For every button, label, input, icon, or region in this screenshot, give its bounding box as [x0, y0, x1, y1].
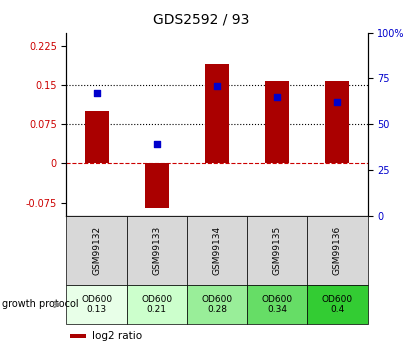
FancyBboxPatch shape [127, 216, 187, 285]
Text: growth protocol: growth protocol [2, 299, 79, 309]
Text: OD600
0.13: OD600 0.13 [81, 295, 112, 314]
FancyBboxPatch shape [307, 216, 368, 285]
Bar [205, 64, 229, 164]
Text: GSM99133: GSM99133 [152, 226, 161, 275]
Bar [265, 81, 289, 164]
Text: GDS2592 / 93: GDS2592 / 93 [153, 12, 250, 26]
FancyBboxPatch shape [127, 285, 187, 324]
Text: GSM99132: GSM99132 [92, 226, 101, 275]
Text: log2 ratio: log2 ratio [92, 331, 142, 341]
Text: OD600
0.34: OD600 0.34 [262, 295, 293, 314]
Text: GSM99134: GSM99134 [212, 226, 222, 275]
Point [334, 99, 341, 105]
FancyBboxPatch shape [247, 216, 307, 285]
Bar [85, 111, 109, 164]
Point [214, 83, 220, 89]
Point [93, 90, 100, 96]
Text: OD600
0.21: OD600 0.21 [141, 295, 172, 314]
Text: GSM99135: GSM99135 [273, 226, 282, 275]
Bar [325, 81, 349, 164]
Point [274, 94, 280, 99]
FancyBboxPatch shape [66, 285, 127, 324]
Text: GSM99136: GSM99136 [333, 226, 342, 275]
FancyBboxPatch shape [247, 285, 307, 324]
Text: OD600
0.4: OD600 0.4 [322, 295, 353, 314]
FancyBboxPatch shape [187, 285, 247, 324]
Bar [69, 334, 86, 338]
FancyBboxPatch shape [187, 216, 247, 285]
Point [154, 141, 160, 146]
FancyBboxPatch shape [307, 285, 368, 324]
Text: OD600
0.28: OD600 0.28 [202, 295, 233, 314]
FancyBboxPatch shape [66, 216, 127, 285]
Bar [145, 164, 169, 208]
